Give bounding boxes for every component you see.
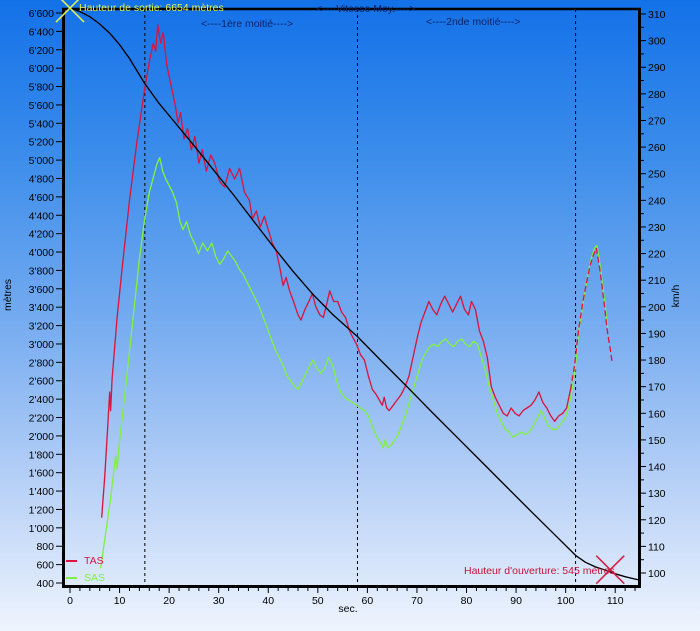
series-altitude-line	[69, 7, 641, 581]
y-right-tick-label: 140	[648, 462, 666, 474]
x-tick-label: 60	[362, 595, 374, 607]
y-left-tick-label: 2'600	[29, 376, 55, 388]
sas-legend-swatch	[66, 576, 77, 579]
first-half-annotation: <----1ère moitié---->	[201, 18, 294, 30]
tas-legend-swatch	[66, 559, 77, 562]
y-right-tick-label: 210	[648, 275, 666, 287]
y-left-tick-label: 1'200	[29, 504, 55, 516]
y-left-tick-label: 4'600	[29, 192, 55, 204]
y-right-tick-label: 230	[648, 222, 666, 234]
x-tick-label: 20	[163, 595, 175, 607]
y-right-tick-label: 120	[648, 515, 666, 527]
opening-marker	[595, 555, 625, 585]
x-tick-label: 110	[607, 595, 624, 607]
y-left-tick-label: 4'800	[29, 173, 55, 185]
y-left-tick-label: 2'400	[29, 394, 55, 406]
y-left-tick-label: 6'600	[29, 8, 55, 20]
opening-altitude-annotation: Hauteur d'ouverture: 545 mètres	[464, 565, 615, 577]
y-left-tick-label: 3'200	[29, 321, 55, 333]
y-right-tick-label: 160	[648, 408, 666, 420]
x-tick-label: 90	[510, 595, 522, 607]
y-left-tick-label: 4'000	[29, 247, 55, 259]
y-left-tick-label: 2'000	[29, 431, 55, 443]
y-left-tick-label: 1'000	[29, 523, 55, 535]
exit-altitude-annotation: Hauteur de sortie: 6654 mètres	[79, 2, 224, 14]
legend: TAS SAS	[66, 552, 105, 586]
average-speed-annotation: <----Vitesse Moy.---->	[316, 3, 416, 15]
y-left-axis-title: mètres	[2, 279, 14, 311]
x-tick-label: 100	[557, 595, 575, 607]
y-left-tick-label: 3'000	[29, 339, 55, 351]
legend-item-sas: SAS	[66, 569, 105, 586]
y-right-tick-label: 130	[648, 488, 666, 500]
y-left-tick-label: 5'800	[29, 82, 55, 94]
y-left-tick-label: 600	[36, 560, 54, 572]
y-right-tick-label: 300	[648, 36, 666, 48]
x-tick-label: 30	[213, 595, 225, 607]
y-right-tick-label: 240	[648, 195, 666, 207]
y-right-tick-label: 110	[648, 541, 665, 553]
y-right-tick-label: 310	[648, 9, 666, 21]
y-left-tick-label: 2'200	[29, 413, 55, 425]
y-left-tick-label: 6'400	[29, 26, 55, 38]
y-left-tick-label: 800	[36, 541, 54, 553]
y-right-tick-label: 100	[648, 568, 666, 580]
series-tas-canopy-line	[569, 247, 613, 390]
exit-marker	[55, 0, 80, 23]
y-left-tick-label: 1'800	[29, 449, 55, 461]
tas-legend-label: TAS	[84, 554, 104, 567]
x-tick-label: 0	[67, 595, 73, 607]
y-left-tick-label: 5'000	[29, 155, 55, 167]
y-left-tick-label: 5'600	[29, 100, 55, 112]
y-right-tick-label: 200	[648, 302, 666, 314]
x-tick-label: 70	[411, 595, 423, 607]
y-left-tick-label: 1'600	[29, 468, 55, 480]
y-right-tick-label: 270	[648, 115, 666, 127]
x-tick-label: 40	[262, 595, 274, 607]
y-right-tick-label: 250	[648, 169, 666, 181]
y-left-tick-label: 5'400	[29, 118, 55, 130]
x-tick-label: 80	[461, 595, 473, 607]
y-right-tick-label: 220	[648, 249, 666, 261]
y-left-tick-label: 4'400	[29, 210, 55, 222]
legend-item-tas: TAS	[66, 552, 105, 569]
y-right-axis-title: km/h	[670, 284, 682, 307]
y-left-tick-label: 400	[36, 578, 54, 590]
y-right-tick-label: 180	[648, 355, 666, 367]
y-right-tick-label: 290	[648, 62, 666, 74]
x-axis-title: sec.	[338, 603, 357, 615]
y-left-tick-label: 3'400	[29, 302, 55, 314]
sas-legend-label: SAS	[84, 571, 106, 584]
y-left-tick-label: 3'800	[29, 265, 55, 277]
second-half-annotation: <----2nde moitié---->	[426, 16, 521, 28]
y-left-tick-label: 6'000	[29, 63, 55, 75]
series-tas-line	[101, 23, 572, 518]
y-right-tick-label: 170	[648, 382, 666, 394]
y-right-tick-label: 260	[648, 142, 666, 154]
y-right-tick-label: 280	[648, 89, 666, 101]
y-left-tick-label: 6'200	[29, 45, 55, 57]
y-left-tick-label: 5'200	[29, 137, 55, 149]
x-tick-label: 10	[114, 595, 126, 607]
y-left-tick-label: 3'600	[29, 284, 55, 296]
x-tick-label: 50	[312, 595, 324, 607]
y-left-tick-label: 2'800	[29, 357, 55, 369]
y-right-tick-label: 150	[648, 435, 666, 447]
y-left-tick-label: 4'200	[29, 229, 55, 241]
series-sas-line	[100, 157, 609, 569]
y-left-tick-label: 1'400	[29, 486, 55, 498]
y-right-tick-label: 190	[648, 328, 666, 340]
